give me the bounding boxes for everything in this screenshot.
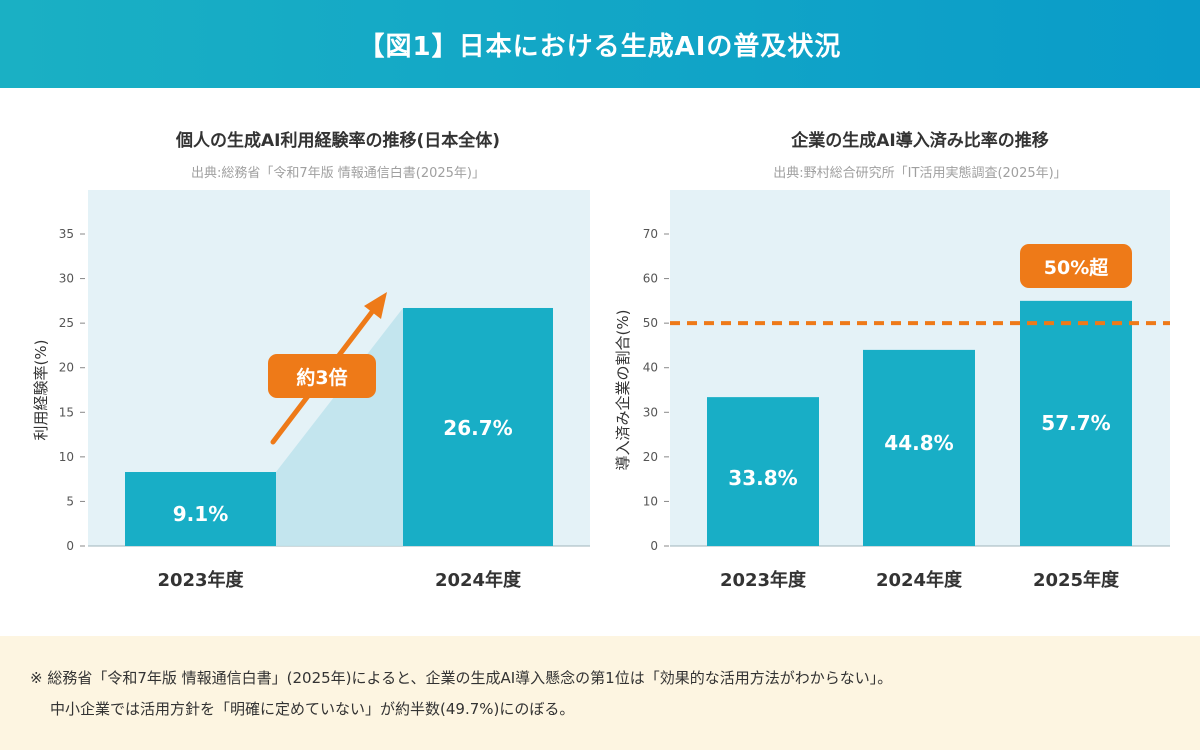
left-bar-chart: 0 5 10 15 20 25 30 35 利用経験率(%) 9.1% 2023年度 26.7% 202… — [32, 190, 590, 591]
y-tick-label: 30 — [643, 405, 658, 419]
y-tick-label: 30 — [59, 272, 74, 286]
annotation-badge — [1020, 244, 1132, 288]
y-tick-label: 40 — [643, 361, 658, 375]
bar — [863, 349, 975, 546]
y-tick-label: 15 — [59, 405, 74, 419]
y-tick-label: 20 — [643, 450, 658, 464]
y-tick-label: 0 — [66, 539, 74, 553]
x-tick-label: 2024年度 — [435, 569, 522, 591]
footer-line-1: ※ 総務省「令和7年版 情報通信白書」(2025年)によると、企業の生成AI導入… — [30, 669, 893, 687]
left-chart-source: 出典:総務省「令和7年版 情報通信白書(2025年)」 — [190, 166, 485, 181]
right-chart-source: 出典:野村総合研究所「IT活用実態調査(2025年)」 — [773, 166, 1067, 181]
bar-value-label: 57.7% — [1041, 411, 1110, 435]
annotation-text: 50%超 — [1044, 256, 1109, 279]
footer-line-2: 中小企業では活用方針を「明確に定めていない」が約半数(49.7%)にのぼる。 — [50, 700, 575, 718]
x-tick-label: 2024年度 — [876, 569, 963, 591]
left-chart-title: 個人の生成AI利用経験率の推移(日本全体) — [175, 131, 501, 151]
y-axis-label: 導入済み企業の割合(%) — [614, 310, 632, 471]
y-tick-label: 50 — [643, 316, 658, 330]
y-tick-label: 0 — [650, 539, 658, 553]
y-tick-label: 10 — [643, 494, 658, 508]
right-chart-title: 企業の生成AI導入済み比率の推移 — [791, 131, 1049, 151]
x-tick-label: 2023年度 — [720, 569, 807, 591]
y-tick-label: 60 — [643, 272, 658, 286]
footer-note: ※ 総務省「令和7年版 情報通信白書」(2025年)によると、企業の生成AI導入… — [0, 636, 1200, 750]
bar-value-label: 9.1% — [173, 502, 228, 526]
growth-arrow-head — [364, 292, 387, 319]
bar-value-label: 44.8% — [884, 431, 953, 455]
bar — [1020, 300, 1132, 546]
y-tick-label: 10 — [59, 450, 74, 464]
y-tick-label: 35 — [59, 227, 74, 241]
bar — [707, 397, 819, 546]
bar-value-label: 33.8% — [728, 466, 797, 490]
y-tick-label: 5 — [66, 494, 74, 508]
annotation-badge — [268, 354, 376, 398]
y-tick-label: 70 — [643, 227, 658, 241]
x-tick-label: 2025年度 — [1033, 569, 1120, 591]
bar-value-label: 26.7% — [443, 416, 512, 440]
annotation-text: 約3倍 — [296, 366, 347, 389]
y-tick-label: 20 — [59, 361, 74, 375]
bar — [403, 307, 553, 546]
right-bar-chart: 0 10 20 30 40 50 60 70 導入済み企業の割合(%) 33.8% 2023年度 44… — [614, 190, 1170, 591]
header-banner: 【図1】日本における生成AIの普及状況 — [0, 0, 1200, 88]
page-title: 【図1】日本における生成AIの普及状況 — [358, 32, 842, 62]
y-tick-label: 25 — [59, 316, 74, 330]
x-tick-label: 2023年度 — [157, 569, 244, 591]
bar — [125, 472, 276, 546]
y-axis-label: 利用経験率(%) — [32, 340, 50, 441]
